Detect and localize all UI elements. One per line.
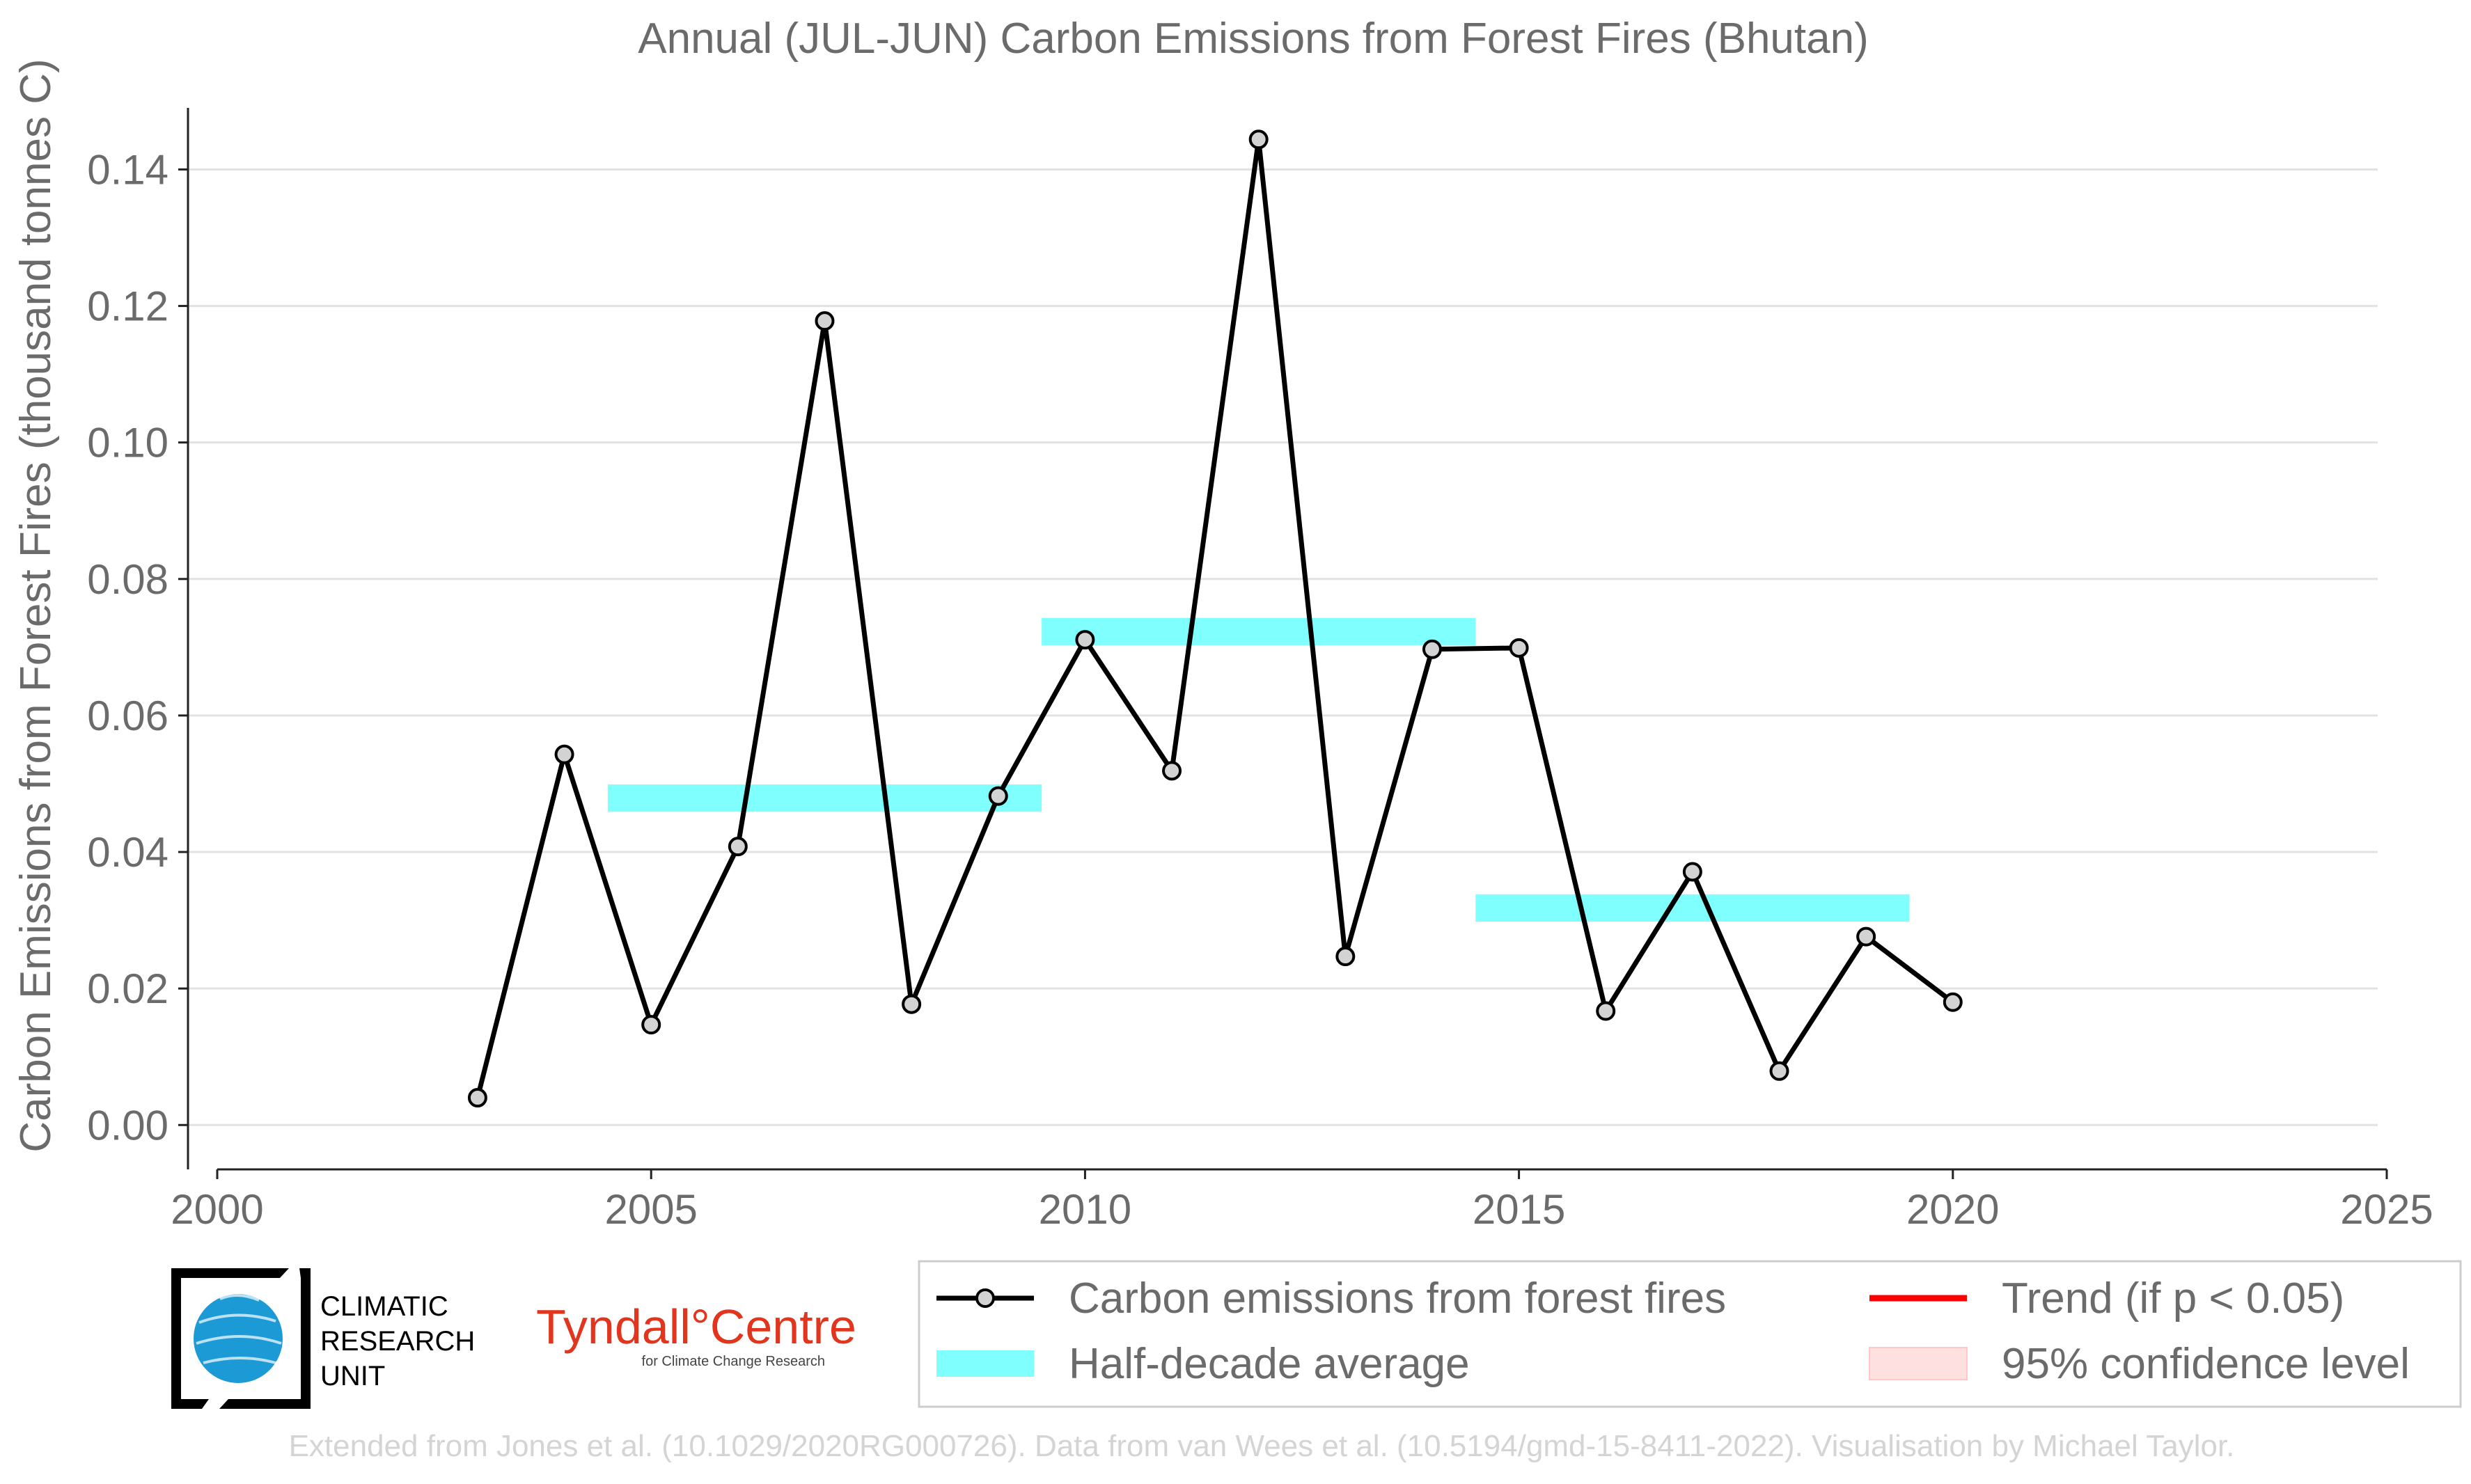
series-carbon-emissions — [467, 129, 1963, 1108]
grid-lines — [188, 168, 2378, 1126]
y-tick-label: 0.08 — [87, 556, 168, 603]
cru-text-line-1: CLIMATIC — [320, 1291, 448, 1322]
half-decade-bands — [607, 617, 1910, 922]
x-tick-label: 2020 — [1906, 1186, 1999, 1233]
x-tick-label: 2025 — [2340, 1186, 2433, 1233]
data-point — [1943, 992, 1963, 1012]
series-line — [475, 139, 1954, 1098]
data-point — [1248, 129, 1269, 150]
cru-text-line-3: UNIT — [320, 1361, 385, 1391]
data-point — [728, 837, 748, 857]
legend-ci-swatch — [1869, 1347, 1968, 1380]
data-point — [1856, 926, 1876, 947]
data-point — [1509, 638, 1529, 658]
y-tick-label: 0.04 — [87, 829, 168, 876]
cru-frame-right-icon — [219, 1268, 311, 1409]
tyndall-subtitle: for Climate Change Research — [642, 1354, 825, 1369]
x-tick-label: 2010 — [1039, 1186, 1131, 1233]
axis-ticks: 0.00 0.02 0.04 0.06 0.08 0.10 0.12 0.14 2000 2005… — [87, 146, 2433, 1233]
legend-band-swatch — [936, 1350, 1034, 1377]
legend-label-emissions: Carbon emissions from forest fires — [1069, 1274, 1726, 1323]
y-tick-label: 0.14 — [87, 146, 168, 193]
axes — [187, 108, 2387, 1171]
data-point — [1769, 1061, 1789, 1081]
y-tick-label: 0.06 — [87, 693, 168, 739]
half-decade-band — [1475, 894, 1910, 922]
data-point — [1075, 630, 1095, 650]
data-point — [902, 994, 922, 1014]
data-point — [1596, 1001, 1616, 1021]
caption: Extended from Jones et al. (10.1029/2020… — [289, 1429, 2235, 1463]
legend: Carbon emissions from forest fires Trend… — [918, 1260, 2462, 1408]
data-point — [1422, 639, 1442, 659]
legend-label-trend: Trend (if p < 0.05) — [2002, 1274, 2344, 1323]
half-decade-band — [607, 784, 1042, 812]
y-axis-title: Carbon Emissions from Forest Fires (thou… — [12, 58, 60, 1152]
legend-marker-swatch — [975, 1288, 995, 1308]
half-decade-band — [1042, 617, 1476, 645]
cru-text-line-2: RESEARCH — [320, 1326, 475, 1357]
data-point — [467, 1088, 487, 1108]
y-tick-label: 0.12 — [87, 283, 168, 330]
data-point — [641, 1015, 661, 1035]
tyndall-logo: Tyndall°Centre for Climate Change Resear… — [536, 1300, 856, 1369]
tyndall-name: Tyndall°Centre — [536, 1300, 856, 1354]
x-tick-label: 2000 — [171, 1186, 263, 1233]
data-point — [1162, 761, 1182, 781]
chart-title: Annual (JUL-JUN) Carbon Emissions from F… — [638, 15, 1869, 63]
data-point — [1682, 862, 1702, 882]
globe-lines-icon — [196, 1294, 282, 1364]
legend-box — [918, 1260, 2462, 1408]
y-tick-label: 0.02 — [87, 965, 168, 1012]
y-tick-label: 0.00 — [87, 1102, 168, 1148]
legend-label-half-decade: Half-decade average — [1069, 1340, 1470, 1388]
data-point — [1335, 947, 1356, 967]
x-tick-label: 2005 — [604, 1186, 697, 1233]
cru-logo: CLIMATIC RESEARCH UNIT — [171, 1268, 475, 1409]
data-point — [554, 744, 574, 764]
data-point — [988, 786, 1008, 806]
x-tick-label: 2015 — [1473, 1186, 1565, 1233]
legend-label-confidence: 95% confidence level — [2002, 1340, 2410, 1388]
y-tick-label: 0.10 — [87, 420, 168, 466]
data-point — [815, 311, 835, 331]
